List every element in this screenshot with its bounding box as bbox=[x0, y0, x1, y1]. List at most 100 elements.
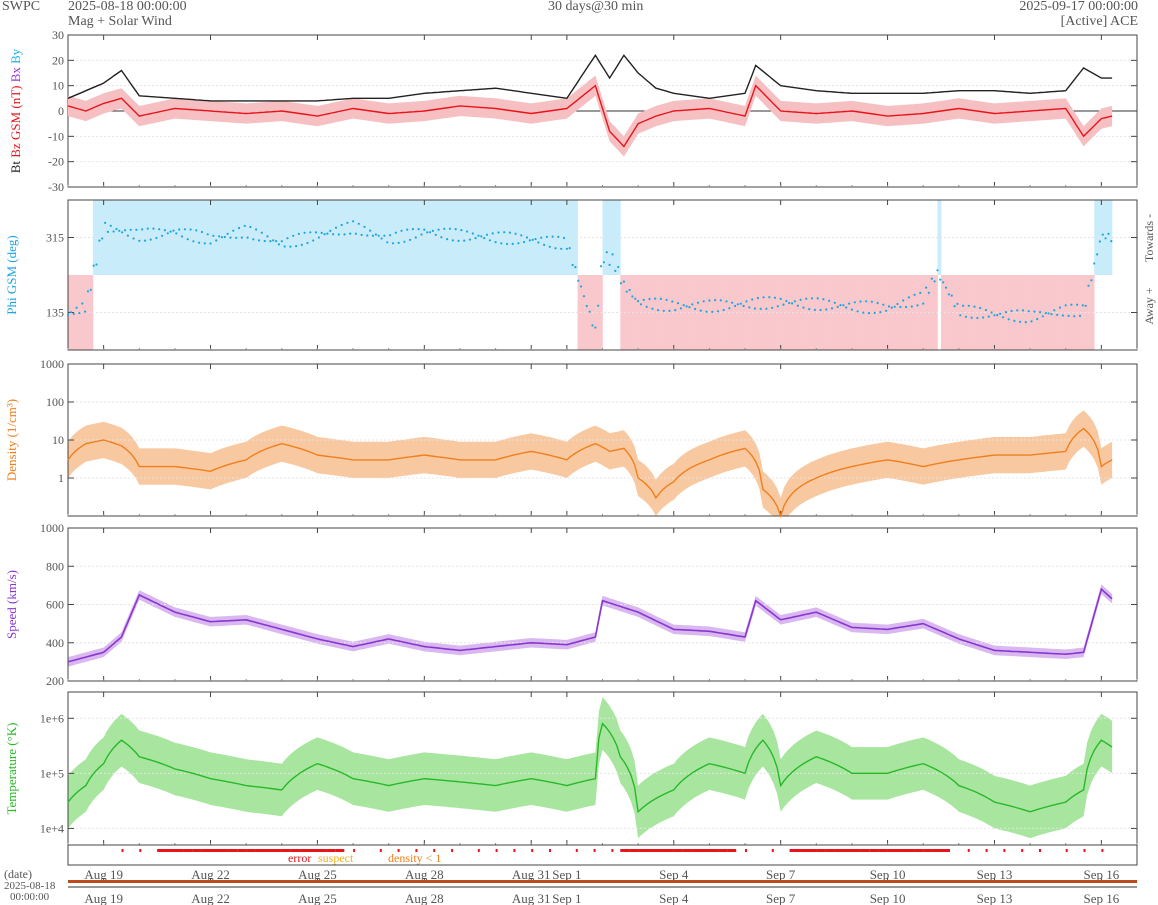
phi-point bbox=[511, 242, 514, 245]
phi-point bbox=[286, 237, 289, 240]
phi-point bbox=[106, 230, 109, 233]
phi-point bbox=[155, 236, 158, 240]
phi-sector-fill bbox=[1012, 275, 1017, 350]
phi-point bbox=[634, 297, 637, 300]
x-tick-label-bottom: Aug 28 bbox=[405, 891, 444, 905]
error-flag-mark bbox=[1065, 849, 1068, 852]
phi-point bbox=[312, 239, 315, 242]
phi-point bbox=[577, 279, 580, 282]
phi-point bbox=[440, 236, 443, 239]
phi-sector-fill bbox=[1033, 275, 1038, 350]
phi-point bbox=[409, 238, 412, 241]
x-tick-label-top: Aug 19 bbox=[84, 867, 123, 882]
phi-point bbox=[283, 245, 286, 248]
phi-point bbox=[466, 230, 469, 233]
error-flag-mark bbox=[593, 849, 596, 852]
error-flag-mark bbox=[415, 849, 418, 852]
phi-point bbox=[742, 304, 745, 308]
phi-point bbox=[953, 305, 956, 308]
phi-point bbox=[1007, 318, 1010, 321]
phi-point bbox=[81, 302, 84, 305]
phi-point bbox=[523, 240, 526, 244]
error-flag-mark bbox=[219, 849, 229, 852]
x-tick-label-top: Sep 1 bbox=[552, 867, 581, 882]
error-flag-mark bbox=[629, 849, 639, 852]
phi-point bbox=[719, 299, 722, 302]
phi-sector-fill bbox=[378, 200, 382, 275]
phi-point bbox=[218, 235, 221, 238]
error-flag-mark bbox=[246, 849, 256, 852]
phi-point bbox=[828, 299, 831, 302]
phi-point bbox=[463, 239, 466, 242]
phi-point bbox=[212, 234, 215, 237]
phi-point bbox=[357, 222, 360, 225]
x-tick-label-top: Sep 13 bbox=[977, 867, 1013, 882]
phi-sector-fill bbox=[217, 200, 222, 275]
error-flag-mark bbox=[673, 849, 683, 852]
phi-point bbox=[696, 301, 700, 304]
phi-sector-fill bbox=[452, 200, 457, 275]
phi-point bbox=[799, 298, 802, 301]
phi-point bbox=[702, 300, 705, 303]
phi-point bbox=[936, 269, 939, 272]
phi-point bbox=[1067, 314, 1070, 317]
phi-point bbox=[600, 265, 603, 268]
phi-sector-fill bbox=[1005, 275, 1010, 350]
phi-sector-fill bbox=[292, 200, 297, 275]
error-flag-mark bbox=[700, 849, 710, 852]
error-flag-mark bbox=[228, 849, 238, 852]
phi-sector-fill bbox=[737, 275, 742, 350]
phi-sector-fill bbox=[574, 200, 578, 275]
phi-point bbox=[839, 304, 842, 307]
flag-legend-error: error bbox=[288, 851, 311, 865]
phi-sector-fill bbox=[288, 200, 293, 275]
phi-sector-fill bbox=[641, 275, 646, 350]
phi-point bbox=[135, 228, 138, 231]
error-flag-mark bbox=[967, 849, 970, 852]
phi-sector-fill bbox=[969, 275, 974, 350]
phi-point bbox=[554, 247, 557, 250]
phi-point bbox=[497, 231, 500, 234]
error-flag-mark bbox=[353, 849, 356, 852]
x-tick-label-top: Aug 25 bbox=[298, 867, 337, 882]
phi-point bbox=[865, 300, 868, 303]
phi-point bbox=[143, 239, 147, 242]
phi-point bbox=[762, 296, 765, 299]
phi-sector-fill bbox=[773, 275, 778, 350]
phi-point bbox=[816, 297, 819, 300]
phi-point bbox=[374, 233, 377, 236]
phi-point bbox=[178, 228, 181, 231]
phi-point bbox=[138, 239, 141, 242]
phi-point bbox=[765, 307, 768, 310]
bt-series-line bbox=[67, 54, 1113, 102]
phi-sector-fill bbox=[745, 275, 749, 350]
temperature-ytick-label: 1e+4 bbox=[40, 821, 64, 835]
error-flag-mark bbox=[843, 849, 852, 852]
phi-point bbox=[625, 290, 628, 293]
phi-point bbox=[297, 232, 300, 235]
phi-sector-fill bbox=[157, 200, 161, 275]
phi-point bbox=[819, 308, 822, 312]
phi-point bbox=[326, 232, 329, 235]
phi-point bbox=[257, 239, 261, 242]
density-ytick-label: 1 bbox=[58, 471, 64, 485]
x-tick-label-top: Sep 7 bbox=[766, 867, 796, 882]
phi-sector-fill bbox=[705, 275, 710, 350]
error-flag-mark bbox=[869, 849, 879, 852]
phi-point bbox=[377, 234, 380, 237]
x-tick-label-bottom: Sep 16 bbox=[1083, 891, 1119, 905]
phi-point bbox=[203, 242, 206, 245]
phi-point bbox=[773, 296, 777, 299]
phi-point bbox=[255, 228, 258, 231]
phi-point bbox=[899, 305, 902, 309]
phi-sector-fill bbox=[549, 200, 553, 275]
phi-sector-fill bbox=[256, 200, 261, 275]
phi-point bbox=[1050, 313, 1053, 316]
phi-point bbox=[1110, 240, 1113, 243]
phi-point bbox=[417, 228, 420, 231]
mag-ylabel-part: Bt bbox=[8, 161, 23, 174]
phi-sector-fill bbox=[182, 200, 186, 275]
phi-point bbox=[369, 229, 372, 232]
phi-point bbox=[739, 302, 742, 305]
